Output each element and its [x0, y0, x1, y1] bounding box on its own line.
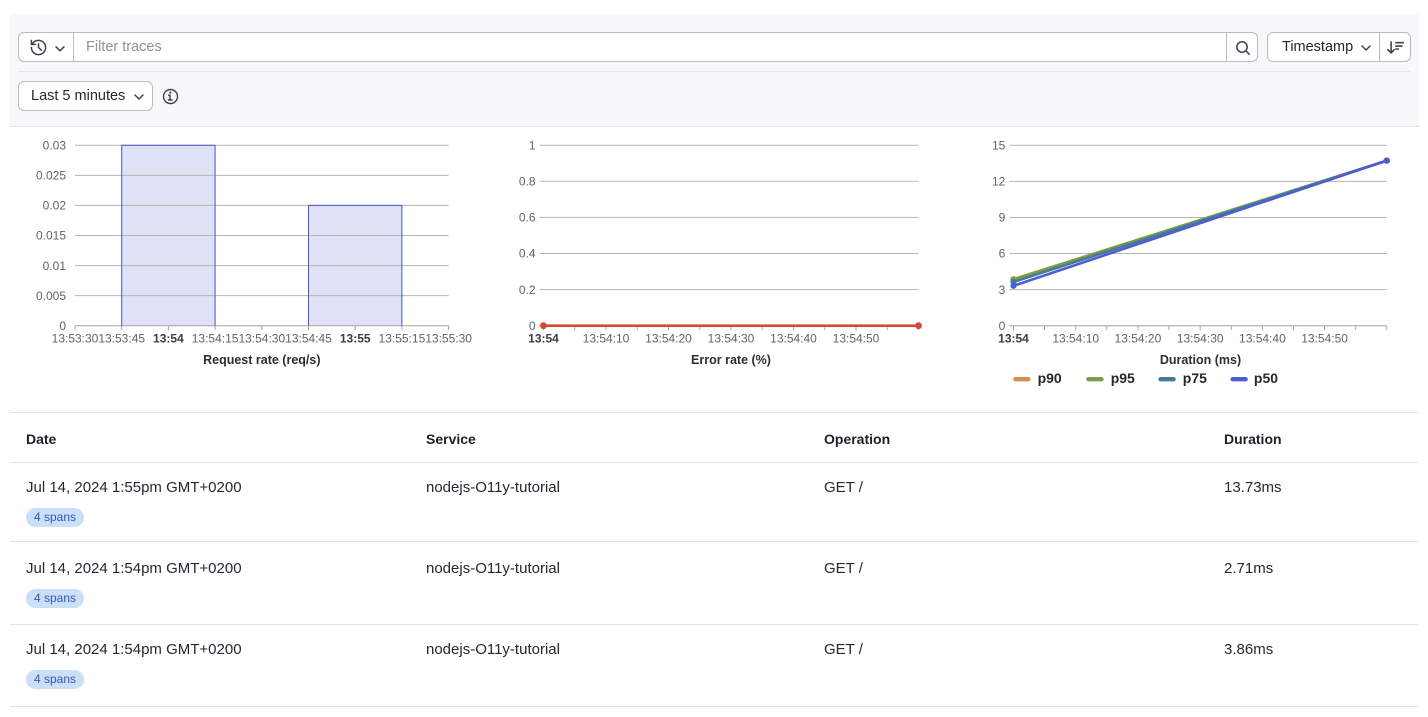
- svg-text:0: 0: [999, 319, 1006, 333]
- svg-text:p50: p50: [1254, 370, 1278, 386]
- svg-text:0: 0: [529, 319, 536, 333]
- svg-text:13:54:15: 13:54:15: [192, 332, 239, 346]
- svg-text:13:54:50: 13:54:50: [1301, 332, 1348, 346]
- svg-text:13:54:20: 13:54:20: [1115, 332, 1162, 346]
- svg-text:p90: p90: [1038, 370, 1062, 386]
- svg-text:13:54:30: 13:54:30: [708, 332, 755, 346]
- svg-text:12: 12: [992, 175, 1006, 189]
- svg-text:13:54: 13:54: [528, 332, 559, 346]
- svg-text:0.025: 0.025: [36, 169, 66, 183]
- svg-text:Request rate (req/s): Request rate (req/s): [203, 353, 320, 367]
- svg-text:0.4: 0.4: [519, 247, 536, 261]
- svg-text:13:54:10: 13:54:10: [583, 332, 630, 346]
- svg-text:0.005: 0.005: [36, 289, 66, 303]
- svg-text:p75: p75: [1183, 370, 1207, 386]
- svg-text:13:55:15: 13:55:15: [379, 332, 426, 346]
- svg-text:13:54:40: 13:54:40: [1239, 332, 1286, 346]
- svg-text:0.02: 0.02: [43, 199, 67, 213]
- svg-text:13:54:20: 13:54:20: [645, 332, 692, 346]
- svg-text:0.8: 0.8: [519, 175, 536, 189]
- svg-text:15: 15: [992, 139, 1006, 153]
- svg-text:0.6: 0.6: [519, 211, 536, 225]
- svg-text:13:55: 13:55: [340, 332, 371, 346]
- svg-text:Error rate (%): Error rate (%): [691, 353, 771, 367]
- svg-text:0.2: 0.2: [519, 283, 536, 297]
- svg-text:13:54:45: 13:54:45: [285, 332, 332, 346]
- svg-text:0.015: 0.015: [36, 229, 66, 243]
- svg-text:13:54:40: 13:54:40: [770, 332, 817, 346]
- svg-text:6: 6: [999, 247, 1006, 261]
- svg-text:13:54:10: 13:54:10: [1052, 332, 1099, 346]
- svg-text:13:54:30: 13:54:30: [238, 332, 285, 346]
- svg-text:13:53:30: 13:53:30: [52, 332, 99, 346]
- svg-text:13:54: 13:54: [998, 332, 1029, 346]
- svg-text:13:55:30: 13:55:30: [425, 332, 472, 346]
- svg-text:1: 1: [529, 138, 536, 152]
- svg-text:0.01: 0.01: [43, 259, 67, 273]
- svg-text:13:53:45: 13:53:45: [98, 332, 145, 346]
- svg-text:p95: p95: [1111, 370, 1135, 386]
- svg-text:3: 3: [999, 283, 1006, 297]
- svg-text:Duration (ms): Duration (ms): [1160, 353, 1241, 367]
- svg-text:9: 9: [999, 211, 1006, 225]
- svg-text:13:54:30: 13:54:30: [1177, 332, 1224, 346]
- svg-text:13:54: 13:54: [153, 332, 184, 346]
- svg-text:0.03: 0.03: [43, 139, 67, 153]
- svg-text:0: 0: [59, 319, 66, 333]
- svg-text:13:54:50: 13:54:50: [833, 332, 880, 346]
